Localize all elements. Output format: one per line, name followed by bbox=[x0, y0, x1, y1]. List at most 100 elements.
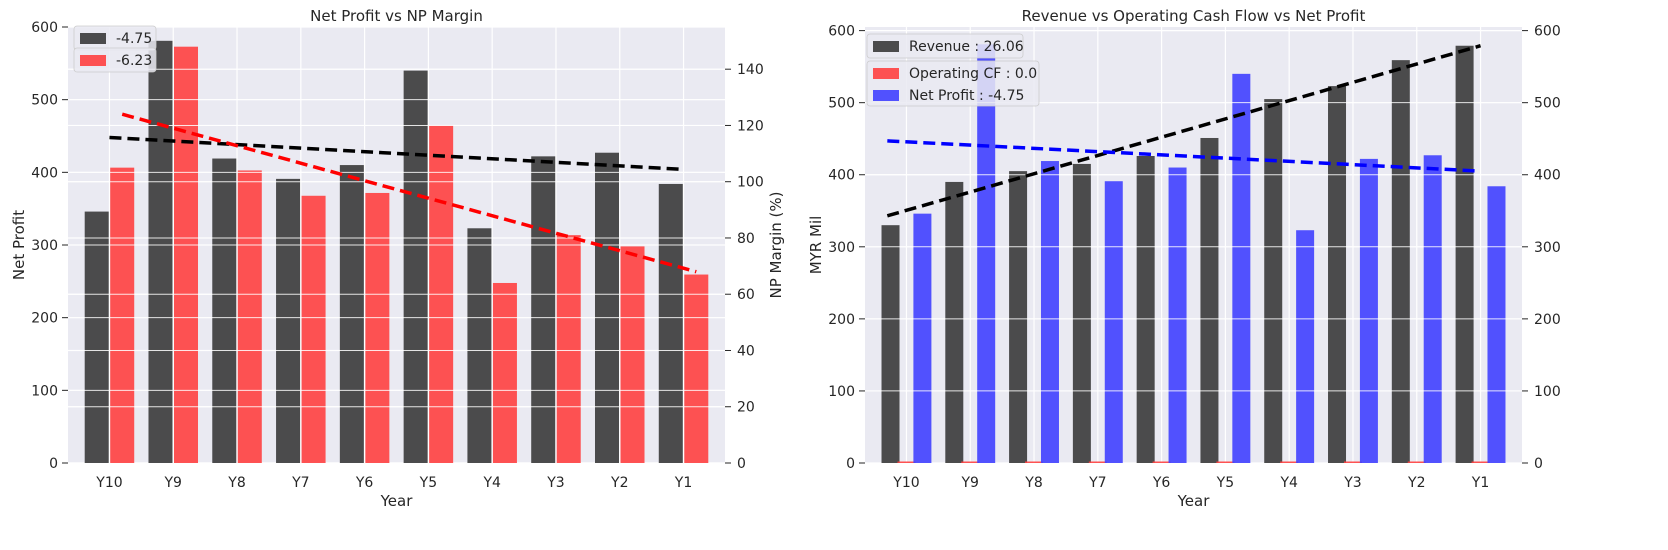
bar bbox=[1296, 230, 1315, 463]
xtick-label: Y9 bbox=[961, 475, 979, 491]
bar bbox=[881, 225, 900, 463]
bar bbox=[945, 181, 964, 464]
xtick-label: Y6 bbox=[1152, 475, 1171, 491]
chart-panel-1: 0 100 200 300 400 500 600 0 20 40 60 80 100 120 140 Y10… bbox=[10, 7, 785, 510]
ytick-label: 500 bbox=[31, 93, 58, 109]
ytick-label: 100 bbox=[31, 383, 58, 399]
bar bbox=[1040, 161, 1059, 463]
xtick-label: Y8 bbox=[1024, 475, 1042, 491]
ytick-label: 300 bbox=[31, 238, 58, 254]
y-axis-right-label: NP Margin (%) bbox=[767, 192, 785, 299]
trendline bbox=[887, 139, 1481, 173]
bar bbox=[1407, 461, 1426, 463]
ytick-right-label: 0 bbox=[1534, 456, 1543, 472]
ytick-label: 0 bbox=[846, 456, 855, 472]
bar bbox=[1328, 86, 1347, 464]
bar bbox=[913, 213, 932, 463]
bar bbox=[594, 152, 619, 464]
bar bbox=[658, 183, 683, 463]
bar bbox=[977, 44, 996, 463]
ytick-label: 600 bbox=[828, 24, 855, 40]
trendline bbox=[109, 135, 684, 172]
legend-swatch bbox=[873, 41, 899, 52]
ytick-right-label: 40 bbox=[737, 343, 755, 359]
ytick-right-label: 80 bbox=[737, 231, 755, 247]
bar bbox=[1009, 171, 1028, 463]
xtick-label: Y7 bbox=[1088, 475, 1106, 491]
bar bbox=[961, 461, 980, 463]
ytick-right-label: 500 bbox=[1534, 96, 1561, 112]
chart-title: Revenue vs Operating Cash Flow vs Net Pr… bbox=[1022, 7, 1366, 25]
ytick-right-label: 600 bbox=[1534, 24, 1561, 40]
bar bbox=[1216, 461, 1235, 463]
ytick-right-label: 100 bbox=[1534, 384, 1561, 400]
chart-title: Net Profit vs NP Margin bbox=[310, 7, 483, 25]
bar bbox=[365, 192, 390, 463]
ytick-right-label: 60 bbox=[737, 287, 755, 303]
ytick-right-label: 0 bbox=[737, 456, 746, 472]
ytick-right-label: 20 bbox=[737, 400, 755, 416]
xtick-label: Y4 bbox=[1279, 475, 1298, 491]
x-axis-label: Year bbox=[1177, 492, 1211, 510]
legend-box bbox=[866, 60, 1040, 107]
bar bbox=[1072, 163, 1091, 464]
ytick-label: 400 bbox=[31, 165, 58, 181]
bar bbox=[620, 246, 645, 463]
xtick-label: Y3 bbox=[546, 475, 564, 491]
bar bbox=[1391, 60, 1410, 463]
trendline bbox=[886, 44, 1482, 218]
ytick-right-label: 100 bbox=[737, 175, 764, 191]
trendline bbox=[121, 112, 697, 274]
bar bbox=[301, 195, 326, 463]
xtick-label: Y8 bbox=[227, 475, 245, 491]
xtick-label: Y5 bbox=[419, 475, 437, 491]
bar bbox=[403, 70, 428, 463]
xtick-label: Y7 bbox=[291, 475, 309, 491]
xtick-label: Y3 bbox=[1343, 475, 1361, 491]
legend-swatch bbox=[873, 90, 899, 101]
bar bbox=[492, 282, 517, 463]
xtick-label: Y2 bbox=[610, 475, 628, 491]
bar bbox=[467, 228, 492, 463]
ytick-label: 0 bbox=[49, 456, 58, 472]
legend-swatch bbox=[80, 33, 106, 44]
legend-box bbox=[866, 33, 1024, 59]
xtick-label: Y2 bbox=[1407, 475, 1425, 491]
bar bbox=[1423, 155, 1442, 463]
ytick-right-label: 300 bbox=[1534, 240, 1561, 256]
y-axis-label: MYR Mil bbox=[807, 216, 825, 275]
bar bbox=[1104, 181, 1123, 463]
bar bbox=[684, 274, 709, 463]
xtick-label: Y1 bbox=[674, 475, 692, 491]
y-axis-label: Net Profit bbox=[10, 210, 28, 280]
chart-panel-2: 0 100 200 300 400 500 600 0 100 200 300 400 500 600 Y1… bbox=[807, 7, 1561, 510]
ytick-label: 200 bbox=[31, 311, 58, 327]
bar bbox=[1280, 461, 1299, 463]
legend-label: -4.75 bbox=[116, 31, 152, 47]
xtick-label: Y10 bbox=[892, 475, 919, 491]
ytick-label: 500 bbox=[828, 96, 855, 112]
bar bbox=[212, 158, 237, 463]
xtick-label: Y10 bbox=[95, 475, 122, 491]
ytick-right-label: 200 bbox=[1534, 312, 1561, 328]
bar bbox=[1152, 461, 1171, 463]
bar bbox=[1264, 99, 1283, 464]
xtick-label: Y9 bbox=[164, 475, 182, 491]
legend-swatch bbox=[80, 55, 106, 66]
bar bbox=[1455, 45, 1474, 464]
bar bbox=[276, 178, 301, 463]
ytick-label: 200 bbox=[828, 312, 855, 328]
bar bbox=[148, 40, 173, 463]
bar bbox=[1136, 155, 1155, 463]
x-axis-label: Year bbox=[380, 492, 414, 510]
legend-label: Operating CF : 0.0 bbox=[909, 66, 1037, 82]
ytick-label: 300 bbox=[828, 240, 855, 256]
bar bbox=[1232, 73, 1251, 464]
bar bbox=[339, 165, 364, 464]
bar bbox=[1168, 167, 1187, 463]
ytick-label: 100 bbox=[828, 384, 855, 400]
bar bbox=[1088, 461, 1107, 463]
legend-label: Revenue : 26.06 bbox=[909, 39, 1024, 55]
xtick-label: Y1 bbox=[1471, 475, 1489, 491]
